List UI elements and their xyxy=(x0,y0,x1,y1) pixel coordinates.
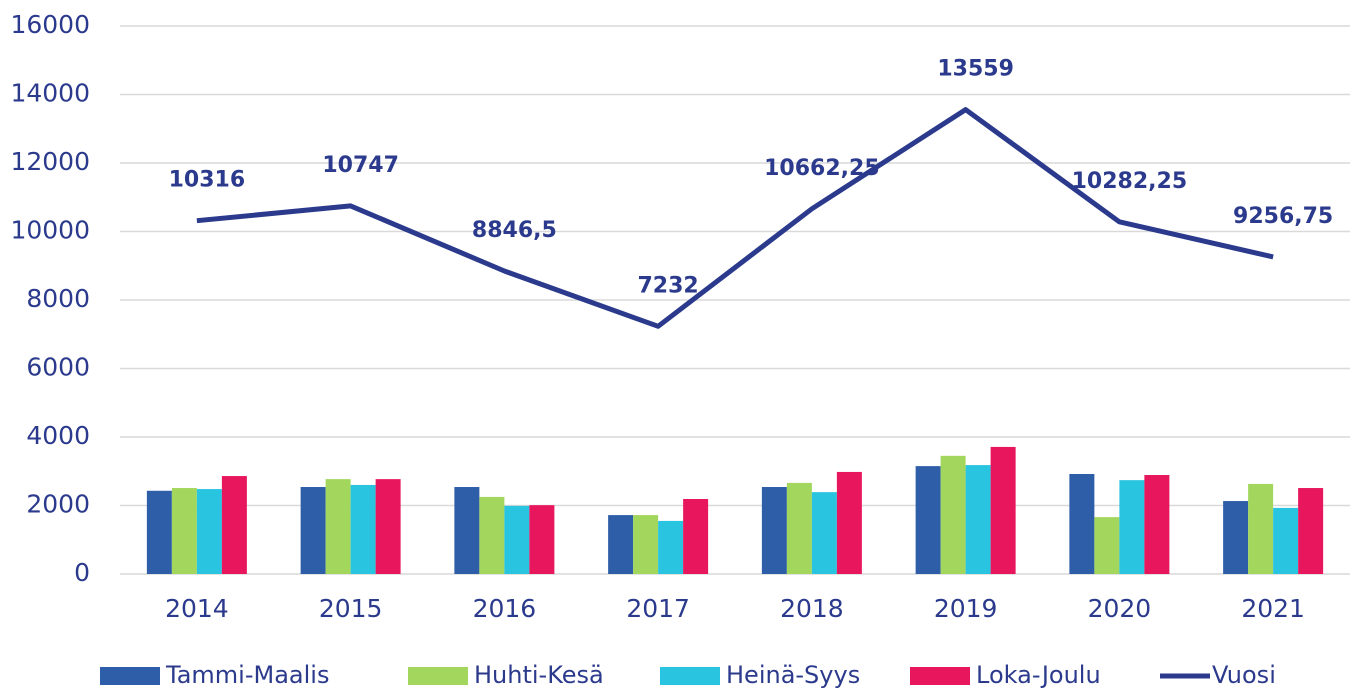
y-tick-label: 2000 xyxy=(26,490,90,519)
x-tick-label: 2018 xyxy=(780,594,844,623)
bar xyxy=(1069,473,1095,574)
legend-label: Loka-Joulu xyxy=(976,661,1101,689)
bar xyxy=(811,492,837,574)
bar xyxy=(479,496,505,574)
legend-label: Huhti-Kesä xyxy=(474,661,604,689)
bar xyxy=(1248,483,1274,574)
y-tick-label: 14000 xyxy=(10,79,90,108)
legend-label: Heinä-Syys xyxy=(726,661,860,689)
bar xyxy=(350,484,376,574)
bar xyxy=(504,505,530,574)
bar xyxy=(1144,475,1170,574)
data-label: 10316 xyxy=(169,168,246,193)
bar xyxy=(146,490,172,574)
bar xyxy=(1223,501,1249,574)
bar xyxy=(221,476,247,574)
x-tick-label: 2016 xyxy=(473,594,537,623)
legend-swatch xyxy=(910,667,970,685)
bar xyxy=(683,498,709,574)
x-tick-label: 2014 xyxy=(165,594,229,623)
bar xyxy=(529,505,555,574)
bar xyxy=(965,465,991,574)
bar xyxy=(454,487,480,574)
x-tick-label: 2021 xyxy=(1241,594,1305,623)
y-tick-label: 12000 xyxy=(10,147,90,176)
bar xyxy=(1119,480,1145,574)
x-tick-label: 2020 xyxy=(1088,594,1152,623)
bar xyxy=(608,515,634,574)
legend-swatch xyxy=(408,667,468,685)
legend-label: Vuosi xyxy=(1212,661,1276,689)
x-tick-label: 2015 xyxy=(319,594,383,623)
bar xyxy=(1273,507,1299,574)
y-tick-label: 4000 xyxy=(26,421,90,450)
bar xyxy=(633,515,659,574)
data-label: 9256,75 xyxy=(1233,204,1333,229)
bar xyxy=(325,479,351,574)
x-tick-label: 2019 xyxy=(934,594,998,623)
y-tick-label: 0 xyxy=(74,558,90,587)
legend-swatch xyxy=(660,667,720,685)
bar xyxy=(1298,488,1324,574)
bar xyxy=(940,455,966,574)
bar xyxy=(300,487,326,574)
bar xyxy=(658,520,684,574)
bar xyxy=(1094,517,1120,574)
bar xyxy=(375,479,401,574)
bar xyxy=(171,488,197,574)
bar xyxy=(915,466,941,574)
data-label: 10747 xyxy=(322,153,399,178)
bar xyxy=(196,489,222,574)
legend-label: Tammi-Maalis xyxy=(165,661,329,689)
y-tick-label: 6000 xyxy=(26,353,90,382)
bar xyxy=(990,446,1016,574)
legend-swatch xyxy=(100,667,160,685)
data-label: 10662,25 xyxy=(764,156,880,181)
y-tick-label: 8000 xyxy=(26,284,90,313)
x-tick-label: 2017 xyxy=(626,594,690,623)
data-label: 8846,5 xyxy=(472,218,557,243)
line xyxy=(196,107,1274,329)
data-label: 13559 xyxy=(937,57,1014,82)
bar xyxy=(836,471,862,574)
bar xyxy=(786,482,812,574)
data-label: 7232 xyxy=(638,273,699,298)
data-label: 10282,25 xyxy=(1072,169,1188,194)
bar xyxy=(761,487,787,574)
y-tick-label: 16000 xyxy=(10,10,90,39)
y-tick-label: 10000 xyxy=(10,216,90,245)
